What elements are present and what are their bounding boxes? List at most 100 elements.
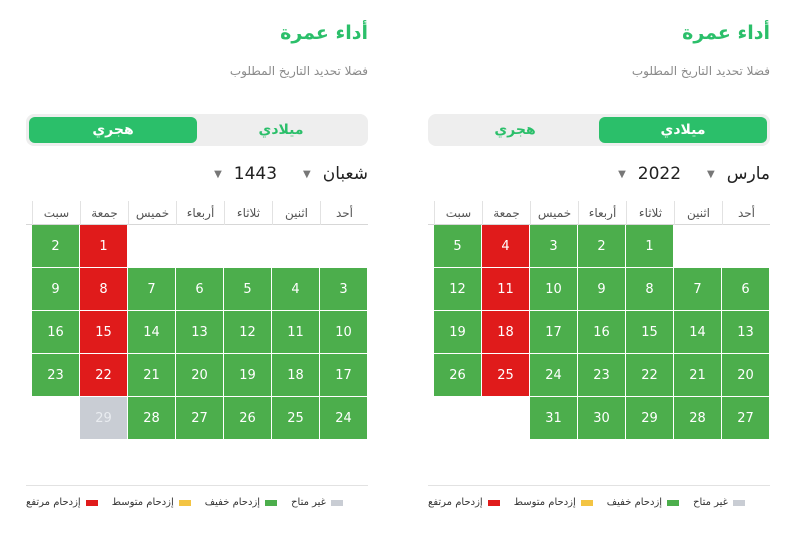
tab-gregorian[interactable]: ميلادي: [258, 122, 304, 138]
month-select[interactable]: ▼ شعبان: [303, 164, 368, 184]
weekday-header: خميس: [530, 201, 578, 225]
day-cell[interactable]: 16: [32, 311, 79, 353]
day-cell[interactable]: 6: [176, 268, 223, 310]
day-cell[interactable]: 18: [272, 354, 319, 396]
day-cell[interactable]: 26: [224, 397, 271, 439]
day-cell[interactable]: 24: [320, 397, 367, 439]
day-cell[interactable]: 12: [434, 268, 481, 310]
day-cell[interactable]: 15: [626, 311, 673, 353]
weekday-headers: أحد اثنين ثلاثاء أربعاء خميس جمعة سبت: [428, 201, 770, 225]
day-cell[interactable]: 11: [482, 268, 529, 310]
weekday-header: اثنين: [674, 201, 722, 225]
month-year-selectors: ▼ 1443 ▼ شعبان: [26, 160, 368, 188]
day-cell[interactable]: 24: [530, 354, 577, 396]
month-year-selectors: ▼ 2022 ▼ مارس: [428, 160, 770, 188]
day-cell[interactable]: 2: [578, 225, 625, 267]
day-cell[interactable]: 28: [128, 397, 175, 439]
day-cell[interactable]: 6: [722, 268, 769, 310]
day-cell[interactable]: 20: [176, 354, 223, 396]
legend-item-available: إزدحام خفيف: [607, 497, 680, 508]
day-cell[interactable]: 15: [80, 311, 127, 353]
tab-hijri[interactable]: هجري: [494, 122, 536, 138]
day-cell[interactable]: 13: [176, 311, 223, 353]
day-cell[interactable]: 13: [722, 311, 769, 353]
day-cell[interactable]: 8: [626, 268, 673, 310]
day-cell[interactable]: 16: [578, 311, 625, 353]
day-cell[interactable]: 25: [482, 354, 529, 396]
day-cell[interactable]: 22: [80, 354, 127, 396]
day-cell[interactable]: 3: [320, 268, 367, 310]
day-cell[interactable]: 10: [320, 311, 367, 353]
day-cell[interactable]: 14: [674, 311, 721, 353]
year-value: 1443: [233, 164, 278, 184]
day-cell[interactable]: 23: [32, 354, 79, 396]
gregorian-calendar-panel: أداء عمرة فضلا تحديد التاريخ المطلوب هجر…: [428, 0, 770, 536]
empty-day-cell: [128, 225, 175, 267]
day-cell[interactable]: 5: [224, 268, 271, 310]
day-cell[interactable]: 10: [530, 268, 577, 310]
day-cell[interactable]: 1: [626, 225, 673, 267]
day-cell[interactable]: 18: [482, 311, 529, 353]
empty-day-cell: [674, 225, 721, 267]
day-cell[interactable]: 5: [434, 225, 481, 267]
day-cell[interactable]: 30: [578, 397, 625, 439]
empty-day-cell: [722, 225, 769, 267]
empty-day-cell: [272, 225, 319, 267]
weekday-header: أحد: [320, 201, 368, 225]
day-cell[interactable]: 1: [80, 225, 127, 267]
weekday-header: ثلاثاء: [626, 201, 674, 225]
day-cell[interactable]: 26: [434, 354, 481, 396]
chevron-down-icon: ▼: [214, 168, 222, 180]
day-cell[interactable]: 21: [128, 354, 175, 396]
tab-gregorian[interactable]: ميلادي: [599, 117, 767, 143]
legend-item-busy: إزدحام مرتفع: [428, 497, 500, 508]
tab-hijri[interactable]: هجري: [29, 117, 197, 143]
weekday-header: سبت: [32, 201, 80, 225]
year-select[interactable]: ▼ 1443: [214, 164, 277, 184]
day-cell[interactable]: 17: [530, 311, 577, 353]
day-cell[interactable]: 21: [674, 354, 721, 396]
calendar-type-toggle: هجري ميلادي: [26, 114, 368, 146]
day-cell[interactable]: 27: [176, 397, 223, 439]
empty-day-cell: [320, 225, 367, 267]
day-cell[interactable]: 3: [530, 225, 577, 267]
hijri-calendar-panel: أداء عمرة فضلا تحديد التاريخ المطلوب هجر…: [26, 0, 368, 536]
page-title: أداء عمرة: [682, 22, 770, 44]
day-cell[interactable]: 9: [32, 268, 79, 310]
month-select[interactable]: ▼ مارس: [707, 164, 770, 184]
day-cell[interactable]: 4: [482, 225, 529, 267]
month-value: مارس: [726, 164, 770, 184]
day-cell[interactable]: 8: [80, 268, 127, 310]
day-cell[interactable]: 19: [434, 311, 481, 353]
day-cell[interactable]: 22: [626, 354, 673, 396]
day-cell[interactable]: 17: [320, 354, 367, 396]
legend-item-unavailable: غير متاح: [693, 497, 745, 508]
day-cell[interactable]: 12: [224, 311, 271, 353]
empty-day-cell: [176, 225, 223, 267]
year-select[interactable]: ▼ 2022: [618, 164, 681, 184]
day-cell[interactable]: 11: [272, 311, 319, 353]
day-cell[interactable]: 4: [272, 268, 319, 310]
day-cell[interactable]: 14: [128, 311, 175, 353]
day-cell[interactable]: 27: [722, 397, 769, 439]
day-cell[interactable]: 7: [128, 268, 175, 310]
legend-item-light: إزدحام متوسط: [514, 497, 593, 508]
empty-day-cell: [224, 225, 271, 267]
day-cell[interactable]: 7: [674, 268, 721, 310]
legend-item-unavailable: غير متاح: [291, 497, 343, 508]
day-cell[interactable]: 2: [32, 225, 79, 267]
day-cell[interactable]: 25: [272, 397, 319, 439]
days-grid: 1 2 3 4 5 6 7 8 9 10 11 12 13 14 15 16 17 18 19 20 21 22 23 24 2…: [26, 225, 368, 440]
day-cell[interactable]: 31: [530, 397, 577, 439]
day-cell[interactable]: 20: [722, 354, 769, 396]
weekday-header: أحد: [722, 201, 770, 225]
day-cell[interactable]: 9: [578, 268, 625, 310]
day-cell[interactable]: 28: [674, 397, 721, 439]
day-cell[interactable]: 23: [578, 354, 625, 396]
empty-day-cell: [482, 397, 529, 439]
day-cell[interactable]: 29: [626, 397, 673, 439]
weekday-header: جمعة: [482, 201, 530, 225]
weekday-header: أربعاء: [578, 201, 626, 225]
day-cell[interactable]: 19: [224, 354, 271, 396]
